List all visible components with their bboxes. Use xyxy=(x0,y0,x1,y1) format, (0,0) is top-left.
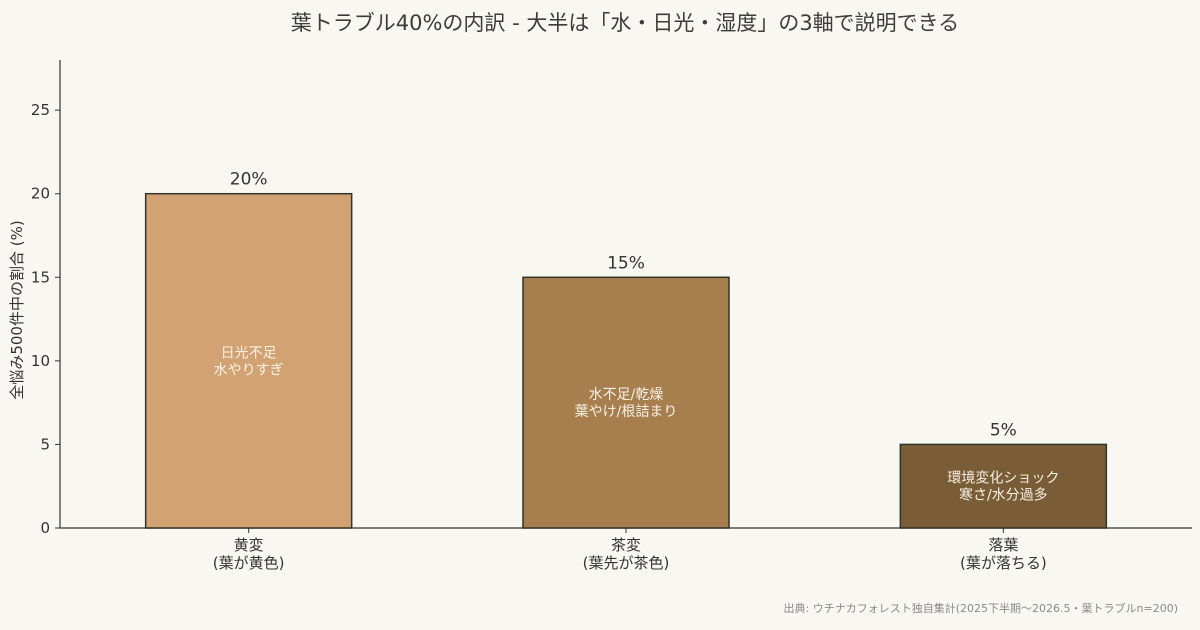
bar-inner-text: 環境変化ショック xyxy=(947,470,1059,487)
x-tick-label: (葉が落ちる) xyxy=(960,554,1047,572)
bar-value-label: 15% xyxy=(607,253,645,273)
bar-inner-text: 水不足/乾燥 xyxy=(589,387,664,403)
x-tick-label: 黄変 xyxy=(234,536,264,554)
x-tick-label: 落葉 xyxy=(988,536,1018,554)
source-note: 出典: ウチナカフォレスト独自集計(2025下半期〜2026.5・葉トラブルn=… xyxy=(784,601,1178,615)
y-tick-label: 20 xyxy=(31,185,50,203)
bar-value-label: 20% xyxy=(230,170,268,190)
y-axis-label: 全悩み500件中の割合 (%) xyxy=(8,220,26,399)
chart-title: 葉トラブル40%の内訳 - 大半は「水・日光・湿度」の3軸で説明できる xyxy=(291,11,960,35)
bar xyxy=(522,276,730,529)
y-tick-label: 0 xyxy=(40,519,50,537)
y-tick-label: 5 xyxy=(40,435,50,453)
bar-inner-text: 寒さ/水分過多 xyxy=(959,487,1048,504)
x-tick-label: (葉が黄色) xyxy=(213,554,285,572)
x-tick-label: (葉先が茶色) xyxy=(583,554,670,572)
x-tick-label: 茶変 xyxy=(611,536,641,554)
bar-inner-text: 日光不足 xyxy=(221,345,277,361)
bar-value-label: 5% xyxy=(990,420,1017,440)
y-tick-label: 15 xyxy=(31,268,50,286)
bar xyxy=(144,192,353,529)
y-tick-label: 10 xyxy=(31,352,50,370)
bar xyxy=(899,443,1108,529)
bar-inner-text: 水やりすぎ xyxy=(214,362,284,378)
y-tick-label: 25 xyxy=(31,101,50,119)
bar-inner-text: 葉やけ/根詰まり xyxy=(575,404,678,420)
